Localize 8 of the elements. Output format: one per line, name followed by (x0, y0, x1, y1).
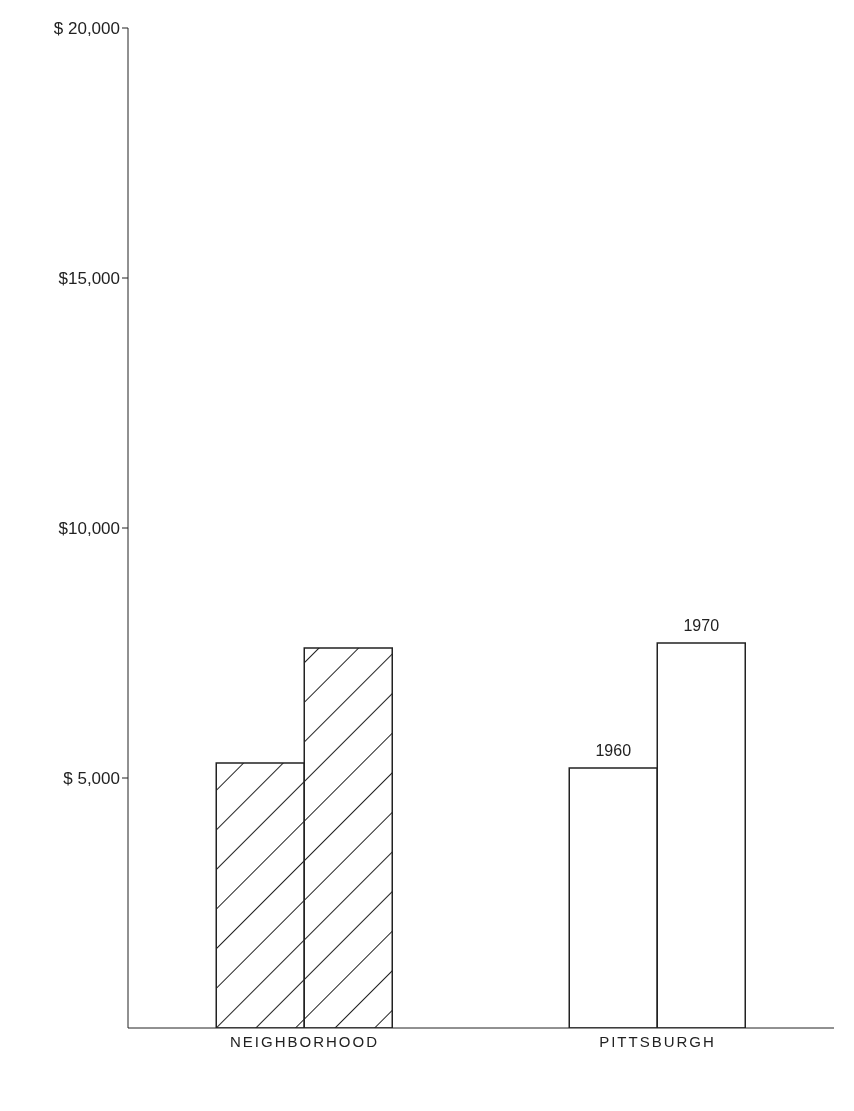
x-tick-label: PITTSBURGH (599, 1032, 716, 1050)
y-tick-label: $ 5,000 (63, 769, 120, 789)
series-label: 1970 (683, 617, 720, 634)
x-tick-label: NEIGHBORHOOD (229, 1032, 380, 1050)
y-tick-label: $ 20,000 (53, 19, 120, 39)
series-label: 1960 (595, 742, 632, 759)
y-tick-label: $15,000 (58, 269, 120, 289)
y-tick-label: $10,000 (58, 519, 120, 539)
